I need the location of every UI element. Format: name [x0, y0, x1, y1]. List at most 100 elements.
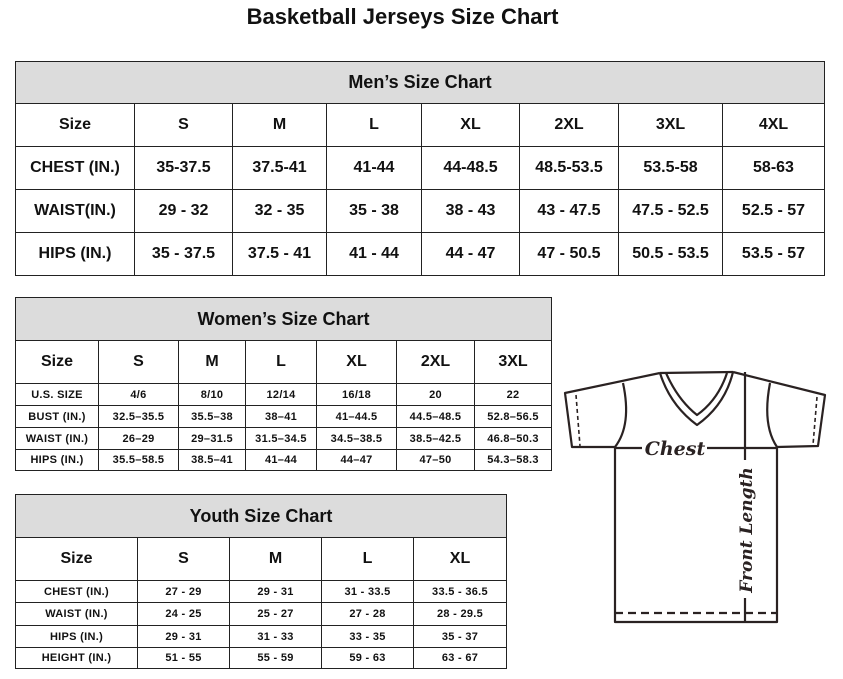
table-cell: 34.5–38.5 [316, 427, 397, 450]
table-cell: 31.5–34.5 [245, 427, 317, 450]
table-cell: 53.5 - 57 [722, 232, 825, 276]
header-row: Size S M L XL [15, 537, 508, 581]
shirt-outline [563, 370, 827, 624]
table-row: HIPS (IN.) 35.5–58.5 38.5–41 41–44 44–47 47–5… [15, 449, 553, 471]
youth-size-table: Youth Size Chart Size S M L XL CHEST (IN.) 27… [14, 494, 508, 669]
row-label: WAIST(IN.) [15, 189, 135, 233]
table-cell: 31 - 33 [229, 625, 322, 648]
table-cell: 52.8–56.5 [473, 405, 553, 428]
table-cell: 31 - 33.5 [321, 580, 414, 603]
table-cell: 12/14 [245, 383, 317, 406]
table-cell: 44–47 [316, 449, 397, 471]
table-cell: 63 - 67 [412, 647, 508, 669]
table-title: Youth Size Chart [14, 494, 508, 538]
table-cell: 32.5–35.5 [98, 405, 179, 428]
table-cell: 44.5–48.5 [396, 405, 475, 428]
v-neck-outer [658, 371, 735, 427]
column-header: S [134, 103, 233, 147]
column-header: S [137, 537, 230, 581]
row-label: HEIGHT (IN.) [15, 647, 138, 669]
table-cell: 44-48.5 [421, 146, 520, 190]
table-cell: 38–41 [245, 405, 317, 428]
mens-size-table: Men’s Size Chart Size S M L XL 2XL 3XL 4XL CHES… [15, 61, 825, 276]
table-row: HIPS (IN.) 29 - 31 31 - 33 33 - 35 35 - 37 [15, 625, 508, 648]
table-cell: 50.5 - 53.5 [618, 232, 723, 276]
table-cell: 29 - 31 [137, 625, 230, 648]
table-cell: 38.5–42.5 [396, 427, 475, 450]
column-header: 2XL [519, 103, 619, 147]
column-header: 4XL [722, 103, 825, 147]
table-row: WAIST(IN.) 29 - 32 32 - 35 35 - 38 38 - 43 43… [15, 189, 825, 233]
table-cell: 53.5-58 [618, 146, 723, 190]
row-label: CHEST (IN.) [15, 580, 138, 603]
table-cell: 38.5–41 [178, 449, 246, 471]
table-cell: 8/10 [178, 383, 246, 406]
table-cell: 38 - 43 [421, 189, 520, 233]
table-cell: 27 - 28 [321, 602, 414, 626]
row-label: BUST (IN.) [15, 405, 99, 428]
column-header: 2XL [396, 340, 475, 384]
table-row: U.S. SIZE 4/6 8/10 12/14 16/18 20 22 [15, 383, 553, 406]
table-cell: 35 - 37.5 [134, 232, 233, 276]
column-header: 3XL [618, 103, 723, 147]
table-cell: 25 - 27 [229, 602, 322, 626]
page-title: Basketball Jerseys Size Chart [246, 4, 559, 29]
row-label: WAIST (IN.) [15, 602, 138, 626]
table-cell: 29 - 31 [229, 580, 322, 603]
header-row: Size S M L XL 2XL 3XL [15, 340, 553, 384]
table-row: HEIGHT (IN.) 51 - 55 55 - 59 59 - 63 63 - 67 [15, 647, 508, 669]
table-cell: 41–44.5 [316, 405, 397, 428]
table-cell: 58-63 [722, 146, 825, 190]
table-title: Men’s Size Chart [15, 61, 825, 104]
table-row: WAIST (IN.) 24 - 25 25 - 27 27 - 28 28 - 29.… [15, 602, 508, 626]
table-cell: 59 - 63 [321, 647, 414, 669]
table-cell: 37.5 - 41 [232, 232, 327, 276]
table-cell: 43 - 47.5 [519, 189, 619, 233]
table-cell: 26–29 [98, 427, 179, 450]
v-neck-inner [664, 372, 729, 417]
table-cell: 41-44 [326, 146, 422, 190]
table-cell: 55 - 59 [229, 647, 322, 669]
table-cell: 32 - 35 [232, 189, 327, 233]
column-header: XL [316, 340, 397, 384]
header-row: Size S M L XL 2XL 3XL 4XL [15, 103, 825, 147]
row-label: HIPS (IN.) [15, 449, 99, 471]
column-header: XL [412, 537, 508, 581]
table-title: Women’s Size Chart [14, 297, 553, 341]
table-cell: 48.5-53.5 [519, 146, 619, 190]
row-label: HIPS (IN.) [15, 232, 135, 276]
row-label: U.S. SIZE [15, 383, 99, 406]
front-length-label: Front Length [737, 467, 757, 593]
column-header: Size [15, 340, 99, 384]
row-label: HIPS (IN.) [15, 625, 138, 648]
table-cell: 33.5 - 36.5 [412, 580, 508, 603]
table-cell: 35.5–38 [178, 405, 246, 428]
table-cell: 33 - 35 [321, 625, 414, 648]
column-header: L [245, 340, 317, 384]
table-row: CHEST (IN.) 27 - 29 29 - 31 31 - 33.5 33.5 -… [15, 580, 508, 603]
table-cell: 28 - 29.5 [412, 602, 508, 626]
table-cell: 35 - 38 [326, 189, 422, 233]
table-row: WAIST (IN.) 26–29 29–31.5 31.5–34.5 34.5–38.… [15, 427, 553, 450]
column-header: L [321, 537, 414, 581]
column-header: 3XL [473, 340, 553, 384]
table-cell: 16/18 [316, 383, 397, 406]
column-header: Size [15, 103, 135, 147]
column-header: M [232, 103, 327, 147]
table-cell: 41–44 [245, 449, 317, 471]
table-cell: 35.5–58.5 [98, 449, 179, 471]
womens-size-table: Women’s Size Chart Size S M L XL 2XL 3XL U.S. … [14, 297, 553, 471]
column-header: M [178, 340, 246, 384]
table-cell: 27 - 29 [137, 580, 230, 603]
column-header: M [229, 537, 322, 581]
jersey-measurement-diagram: Chest Front Length [563, 370, 827, 624]
table-cell: 4/6 [98, 383, 179, 406]
table-cell: 52.5 - 57 [722, 189, 825, 233]
table-cell: 54.3–58.3 [473, 449, 553, 471]
table-cell: 46.8–50.3 [473, 427, 553, 450]
column-header: XL [421, 103, 520, 147]
column-header: S [98, 340, 179, 384]
table-cell: 44 - 47 [421, 232, 520, 276]
column-header: Size [15, 537, 138, 581]
chest-label: Chest [645, 438, 706, 460]
